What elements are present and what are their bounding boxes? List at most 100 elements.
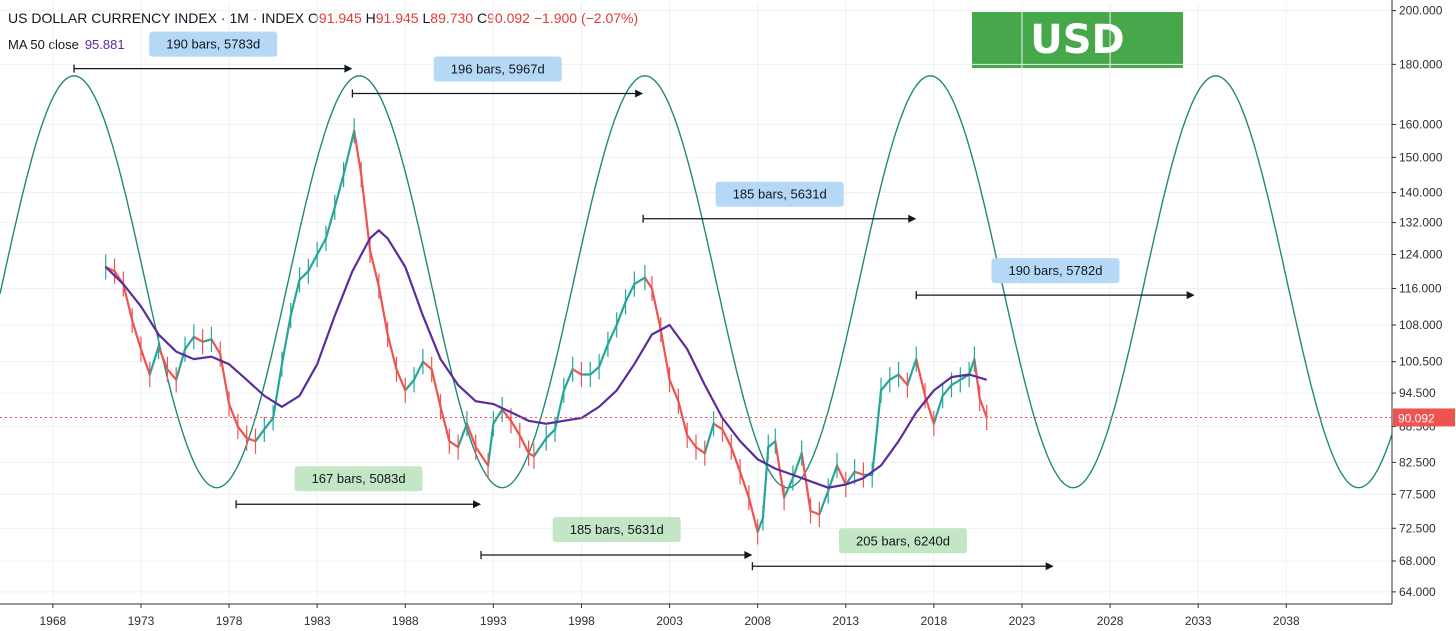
price-segment — [978, 397, 988, 419]
price-segment — [280, 314, 292, 366]
annotation-label: 185 bars, 5631d — [570, 522, 664, 537]
x-tick-label: 1993 — [480, 614, 507, 628]
price-segment — [643, 276, 654, 290]
price-segment — [263, 416, 275, 431]
price-segment — [227, 402, 239, 428]
price-segment — [791, 452, 803, 480]
price-segment — [712, 422, 724, 431]
last-price-box — [1393, 408, 1455, 427]
price-segment — [897, 373, 909, 387]
price-segment — [730, 446, 742, 473]
price-segment — [606, 323, 618, 346]
x-tick-label: 2013 — [832, 614, 859, 628]
price-segment — [767, 440, 777, 449]
price-segment — [906, 358, 918, 387]
price-segment — [219, 353, 231, 406]
ma-line — [104, 228, 988, 489]
price-segment — [430, 368, 442, 408]
price-segment — [166, 368, 178, 381]
y-tick-label: 140.000 — [1399, 186, 1443, 200]
annotations-layer: 190 bars, 5783d 196 bars, 5967d 185 bars, … — [73, 31, 1195, 571]
annotation-label: 190 bars, 5783d — [166, 37, 260, 52]
annotation-tag — [552, 517, 681, 543]
price-segment — [532, 437, 548, 458]
price-segment — [571, 368, 583, 376]
x-tick-label: 2018 — [921, 614, 948, 628]
price-segment — [941, 383, 953, 397]
price-segment — [694, 446, 706, 455]
price-segment — [809, 509, 821, 516]
price-segment — [756, 516, 765, 533]
y-tick-label: 72.500 — [1399, 521, 1436, 535]
annotation-arrow-head — [344, 64, 353, 73]
low-key: L — [422, 10, 431, 26]
price-segment — [659, 328, 671, 381]
indicator-value: 95.881 — [84, 37, 125, 52]
y-tick-label: 64.000 — [1399, 585, 1436, 599]
price-segment — [871, 389, 883, 476]
cycle-line — [0, 75, 1393, 489]
price-segment — [148, 345, 160, 376]
x-tick-label: 2038 — [1273, 614, 1300, 628]
x-tick-label: 1983 — [304, 614, 331, 628]
y-tick-label: 116.000 — [1399, 281, 1442, 295]
price-segment — [950, 378, 962, 387]
price-segment — [404, 378, 416, 392]
usd-index-badge: USD Index — [972, 12, 1183, 119]
price-segment — [412, 360, 424, 381]
price-segment — [818, 489, 830, 516]
price-segment — [465, 422, 477, 449]
y-tick-label: 108.000 — [1399, 318, 1443, 332]
price-segment — [245, 437, 257, 443]
x-tick-label: 1998 — [568, 614, 595, 628]
price-segment — [298, 270, 310, 281]
annotation-label: 196 bars, 5967d — [451, 62, 545, 77]
price-segment — [342, 129, 356, 176]
price-segment — [624, 283, 636, 303]
price-segment — [562, 368, 574, 392]
annotation-arrow-head — [744, 551, 753, 560]
price-segment — [615, 300, 627, 327]
price-segment — [139, 348, 151, 376]
price-segment — [553, 389, 565, 431]
annotation-label: 205 bars, 6240d — [856, 533, 950, 548]
annotation-arrow-head — [635, 89, 644, 98]
annotation-label: 190 bars, 5782d — [1008, 263, 1102, 278]
price-segment — [307, 253, 319, 273]
indicator-label: MA 50 close — [8, 37, 79, 52]
price-segment — [486, 422, 495, 467]
open-value: 91.945 — [318, 10, 362, 26]
price-segment — [386, 333, 398, 371]
y-tick-label: 160.000 — [1399, 117, 1443, 131]
indicator-legend[interactable]: MA 50 close 95.881 — [8, 37, 125, 52]
price-segment — [289, 278, 301, 317]
x-tick-label: 1988 — [392, 614, 419, 628]
price-segment — [932, 394, 944, 425]
price-segment — [650, 287, 662, 331]
change-value: −1.900 (−2.07%) — [533, 10, 639, 26]
price-segment — [915, 358, 927, 397]
annotation-arrow-head — [1186, 291, 1195, 300]
price-segment — [272, 363, 284, 420]
annotation-tag — [294, 466, 423, 492]
x-tick-label: 1973 — [128, 614, 155, 628]
grid — [0, 3, 1392, 604]
price-segment — [738, 470, 750, 499]
price-segment — [192, 335, 204, 343]
price-segment — [597, 343, 609, 368]
annotation-arrow-head — [473, 500, 482, 509]
annotation-tag — [839, 528, 968, 554]
price-segment — [844, 470, 856, 486]
price-segment — [421, 360, 433, 371]
price-segment — [316, 237, 328, 256]
y-tick-label: 132.000 — [1399, 216, 1443, 230]
price-segment — [968, 358, 976, 376]
annotation-arrow-head — [1045, 562, 1054, 571]
annotation-label: 185 bars, 5631d — [733, 187, 827, 202]
price-segment — [131, 319, 143, 351]
price-segment — [395, 368, 407, 392]
annotation-tag — [433, 56, 562, 82]
x-tick-label: 2003 — [656, 614, 683, 628]
price-segment — [324, 206, 336, 240]
